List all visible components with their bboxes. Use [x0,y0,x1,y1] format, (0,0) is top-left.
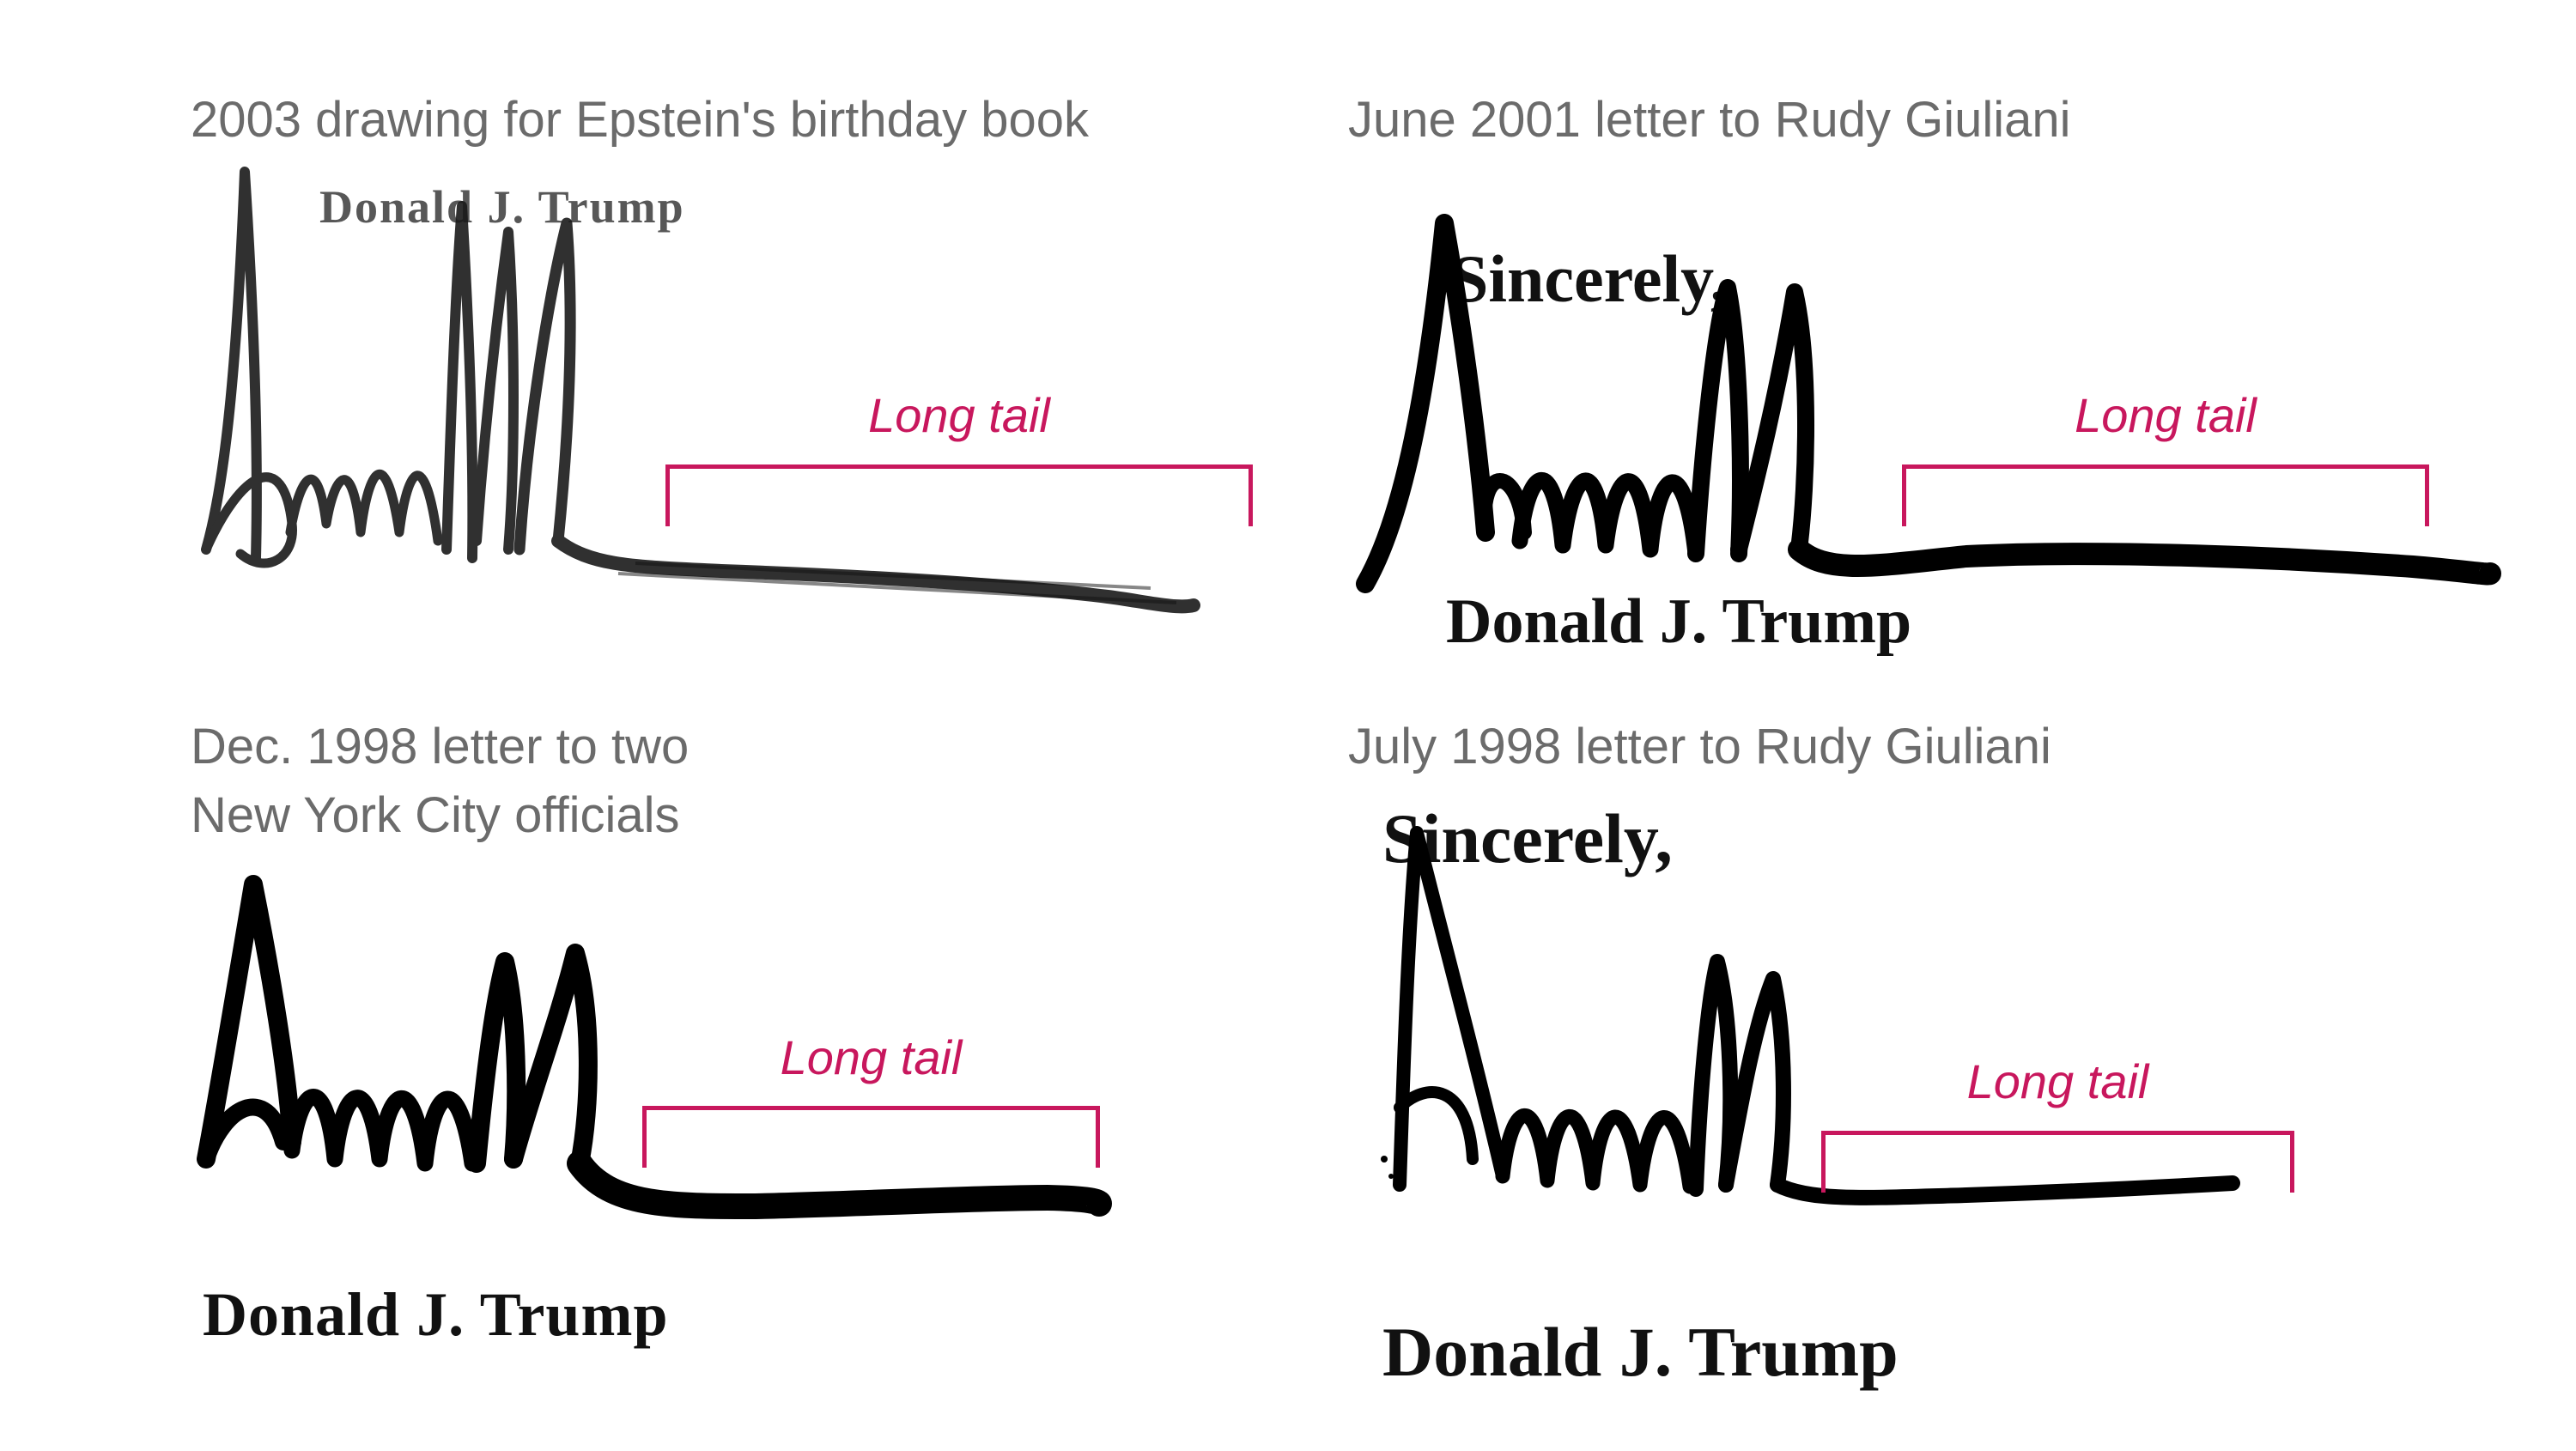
panel-giuliani-2001: June 2001 letter to Rudy Giuliani Sincer… [1288,0,2576,704]
panel-epstein-2003: 2003 drawing for Epstein's birthday book… [0,0,1288,704]
panel-caption: Dec. 1998 letter to two New York City of… [191,713,689,850]
printed-name: Donald J. Trump [1382,1313,1899,1391]
panel-caption: June 2001 letter to Rudy Giuliani [1348,86,2071,155]
long-tail-label: Long tail [780,1030,963,1084]
printed-name: Donald J. Trump [203,1280,669,1349]
long-tail-bracket [642,1106,1100,1168]
panel-giuliani-july-1998: July 1998 letter to Rudy Giuliani Sincer… [1288,704,2576,1451]
signature-image [201,167,1200,614]
caption-line: Dec. 1998 letter to two [191,719,690,774]
printed-name: Donald J. Trump [319,181,685,233]
long-tail-label: Long tail [1966,1054,2149,1108]
long-tail-bracket [1821,1131,2294,1193]
long-tail-bracket [665,464,1253,526]
long-tail-bracket [1902,464,2429,526]
panel-nyc-officials-1998: Dec. 1998 letter to two New York City of… [0,704,1288,1451]
closing-text: Sincerely, [1451,241,1728,316]
caption-line: New York City officials [191,787,680,843]
signature-image [1356,214,2501,593]
panel-caption: 2003 drawing for Epstein's birthday book [191,86,1089,155]
long-tail-label: Long tail [2075,388,2257,442]
printed-name: Donald J. Trump [1446,586,1912,657]
long-tail-label: Long tail [868,388,1050,442]
signature-image [1381,826,2240,1205]
signature-image [197,875,1112,1219]
panel-caption: July 1998 letter to Rudy Giuliani [1348,713,2051,781]
caption-line: July 1998 letter to Rudy Giuliani [1348,719,2051,774]
caption-line: June 2001 letter to Rudy Giuliani [1348,92,2071,148]
caption-line: 2003 drawing for Epstein's birthday book [191,92,1090,148]
